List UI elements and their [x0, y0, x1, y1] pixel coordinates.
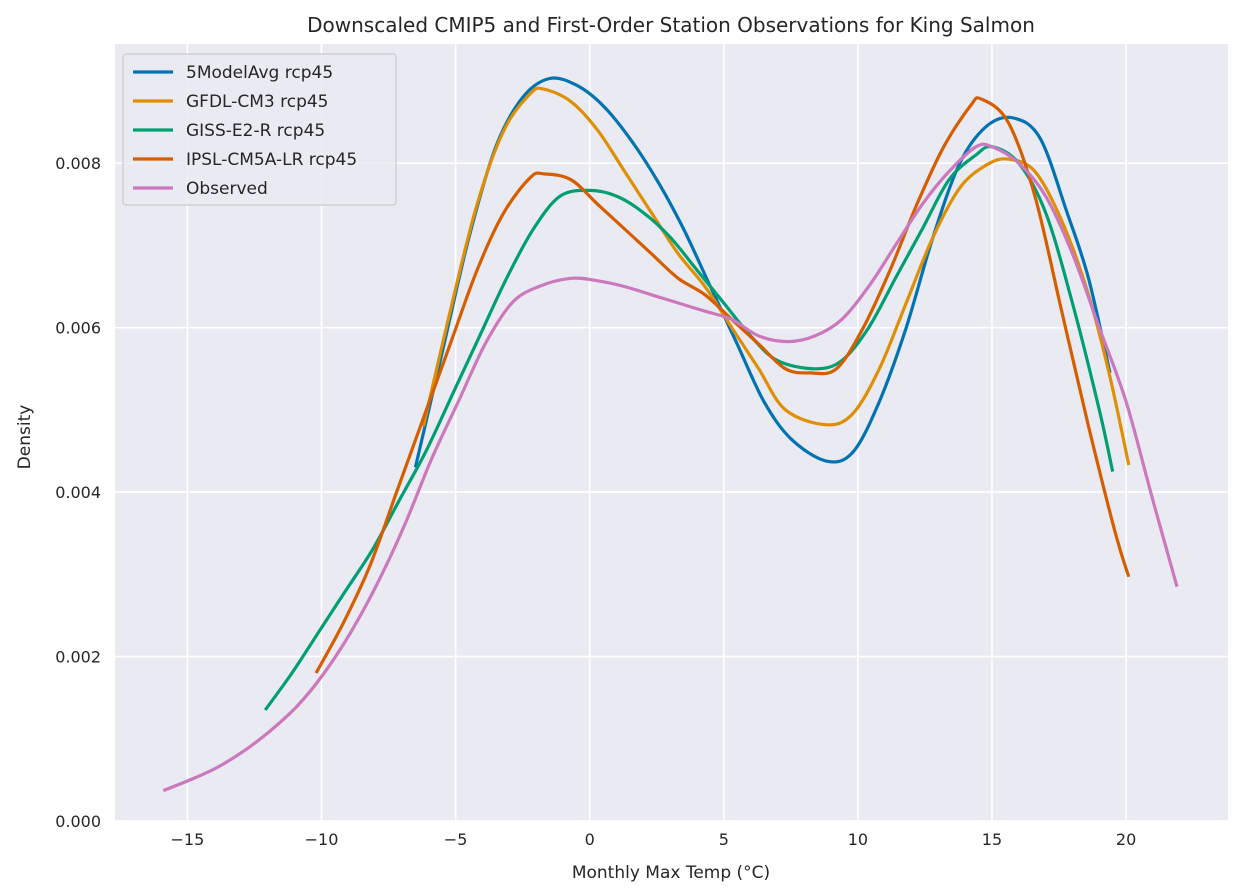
x-tick-label: 15: [982, 830, 1002, 849]
x-tick-label: −15: [171, 830, 205, 849]
series-line-2: [421, 86, 1131, 466]
legend-entry-label: 5ModelAvg rcp45: [186, 63, 333, 83]
y-tick-label: 0.008: [55, 154, 101, 173]
legend-entry-label: GISS-E2-R rcp45: [186, 121, 325, 141]
legend-box: [122, 53, 397, 206]
legend-entry-label: IPSL-CM5A-LR rcp45: [186, 150, 357, 170]
y-tick-label: 0.006: [55, 319, 101, 338]
series-layer: [162, 76, 1179, 793]
x-tick-label: 0: [585, 830, 595, 849]
legend: 5ModelAvg rcp45 GFDL-CM3 rcp45 GISS-E2-R r…: [122, 53, 397, 206]
chart-title: Downscaled CMIP5 and First-Order Station…: [307, 13, 1035, 37]
x-axis-label: Monthly Max Temp (°C): [572, 863, 770, 883]
y-tick-label: 0.002: [55, 648, 101, 667]
legend-entry-label: GFDL-CM3 rcp45: [186, 92, 329, 112]
x-tick-label: −10: [305, 830, 339, 849]
x-tick-label: 5: [719, 830, 729, 849]
y-tick-label: 0.000: [55, 812, 101, 831]
y-axis-ticks: 0.000 0.002 0.004 0.006 0.008: [55, 154, 101, 831]
x-axis-ticks: −15 −10 −5 0 5 10 15 20: [171, 830, 1137, 849]
series-line-4: [314, 96, 1131, 674]
y-axis-label: Density: [15, 405, 35, 470]
x-tick-label: −5: [444, 830, 468, 849]
series-line-5: [162, 142, 1179, 793]
x-tick-label: 20: [1116, 830, 1136, 849]
x-tick-label: 10: [848, 830, 868, 849]
legend-entry-label: Observed: [186, 179, 268, 199]
series-line-1: [413, 76, 1112, 468]
y-tick-label: 0.004: [55, 483, 101, 502]
